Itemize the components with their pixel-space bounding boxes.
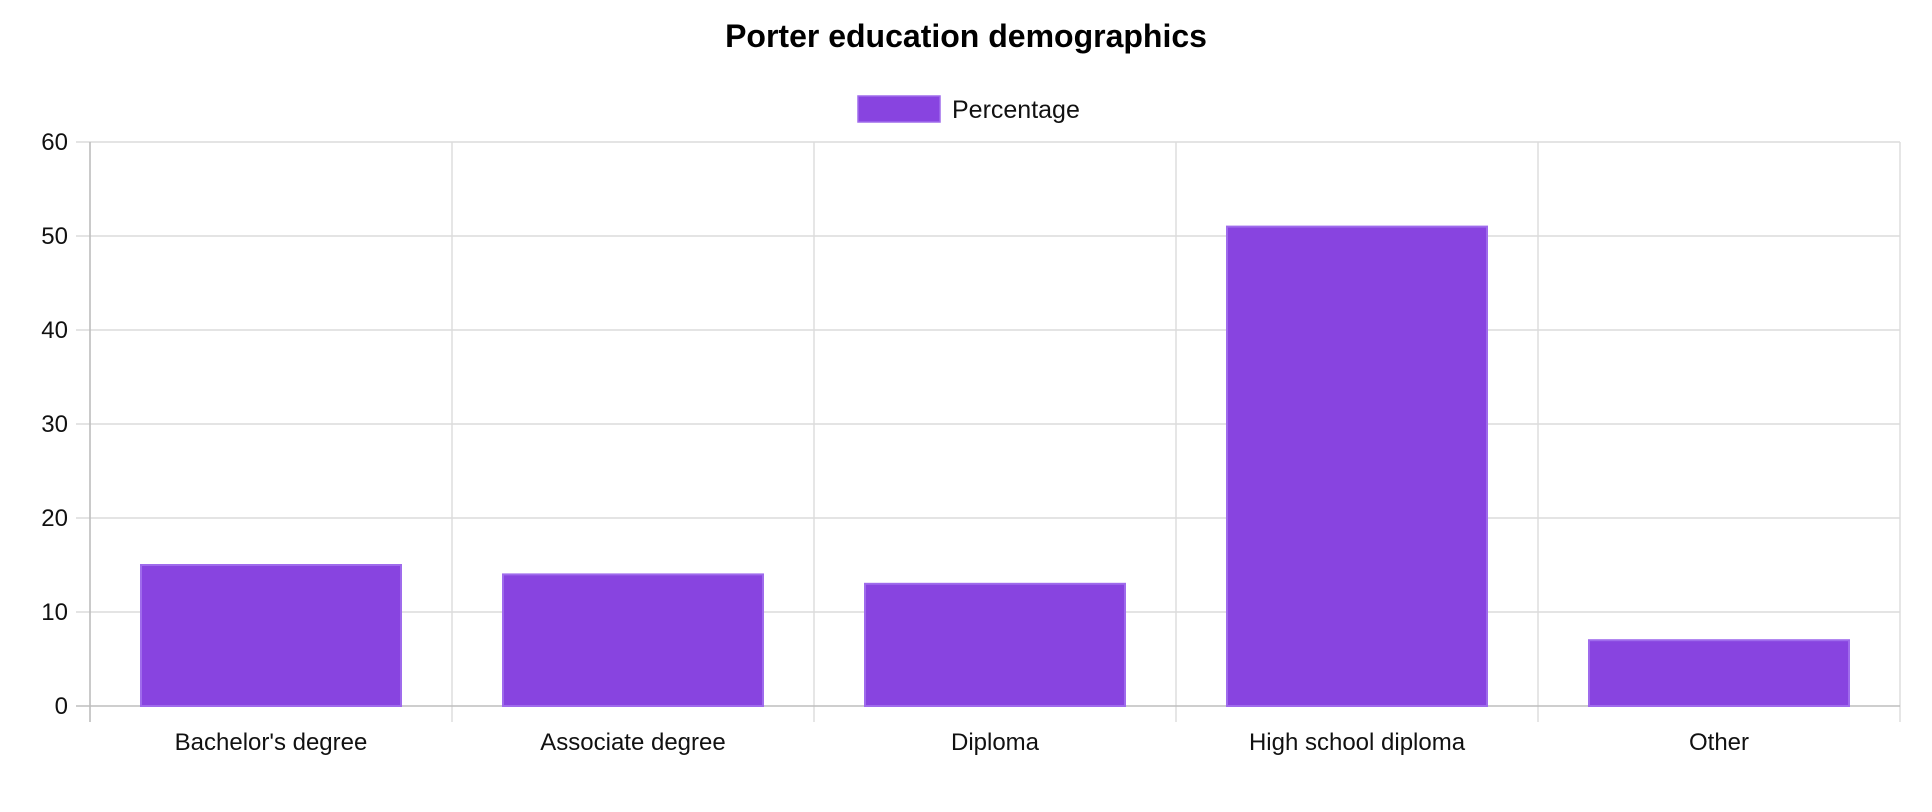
gridlines: [76, 141, 1901, 722]
y-tick-label: 10: [41, 599, 68, 626]
x-tick-label: Associate degree: [540, 729, 725, 756]
legend-swatch: [857, 95, 941, 123]
legend[interactable]: Percentage: [857, 95, 1080, 124]
bar[interactable]: [864, 582, 1126, 707]
y-tick-label: 30: [41, 411, 68, 438]
y-tick-label: 0: [55, 693, 68, 720]
bar[interactable]: [1588, 639, 1850, 708]
bar[interactable]: [140, 564, 402, 707]
bar[interactable]: [502, 573, 764, 708]
y-tick-label: 20: [41, 505, 68, 532]
tick-labels: 0 10 20 30 40 50 60 Bachelor's degree Associate …: [41, 129, 1749, 756]
x-tick-label: Bachelor's degree: [175, 729, 368, 756]
y-tick-label: 50: [41, 223, 68, 250]
legend-label: Percentage: [952, 96, 1080, 124]
y-tick-label: 60: [41, 129, 68, 156]
chart-title: Porter education demographics: [725, 18, 1207, 54]
x-tick-label: Diploma: [951, 729, 1040, 756]
bar[interactable]: [1226, 225, 1488, 707]
bars: [140, 225, 1850, 708]
x-tick-label: High school diploma: [1249, 729, 1466, 756]
x-tick-label: Other: [1689, 729, 1749, 756]
y-tick-label: 40: [41, 317, 68, 344]
